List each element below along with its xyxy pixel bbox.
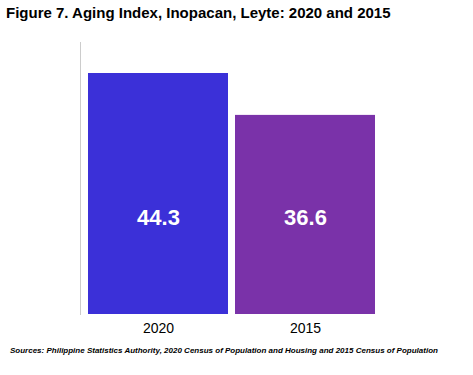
svg-text:36.6: 36.6: [284, 205, 327, 230]
svg-text:2020: 2020: [143, 320, 174, 336]
svg-text:44.3: 44.3: [137, 205, 180, 230]
html-text:Sources: Philippine Statistics: Sources: Philippine Statistics Authority…: [10, 346, 438, 355]
svg-text:2015: 2015: [290, 320, 321, 336]
html-text:Figure 7. Aging Index, Inopaca: Figure 7. Aging Index, Inopacan, Leyte: …: [6, 4, 391, 21]
